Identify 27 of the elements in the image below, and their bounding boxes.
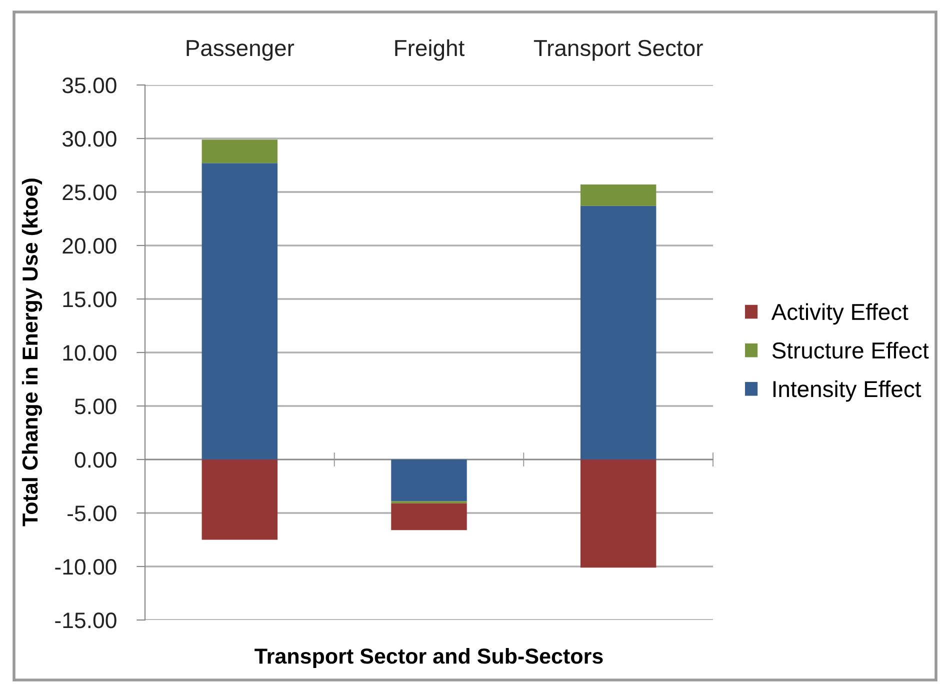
bar: [202, 163, 278, 460]
bar: [202, 140, 278, 164]
bar: [391, 460, 467, 502]
y-tick-label: 15.00: [63, 292, 116, 308]
legend-label: Activity Effect: [771, 303, 908, 325]
y-tick-label: -10.00: [55, 559, 116, 575]
y-tick-label: -5.00: [68, 506, 116, 522]
legend-label: Structure Effect: [772, 342, 929, 359]
x-tick-label: Passenger: [186, 40, 294, 61]
x-tick-label: Transport Sector: [534, 40, 703, 61]
bar: [580, 184, 656, 206]
legend-label: Intensity Effect: [773, 380, 922, 402]
x-axis-title: Transport Sector and Sub-Sectors: [254, 648, 603, 668]
y-tick-label: 0.00: [74, 452, 116, 468]
x-tick-label: Freight: [395, 39, 464, 61]
bar: [391, 503, 467, 530]
y-tick-label: 5.00: [74, 398, 116, 414]
y-tick-label: 20.00: [62, 238, 116, 254]
y-tick-label: 35.00: [62, 78, 116, 94]
y-tick-label: 30.00: [62, 131, 116, 147]
y-tick-label: -15.00: [55, 612, 116, 628]
bar: [580, 460, 656, 568]
bar: [202, 460, 278, 540]
y-tick-label: 10.00: [63, 345, 116, 361]
y-axis-title: Total Change in Energy Use (ktoe): [22, 178, 42, 526]
bar: [580, 206, 656, 460]
y-tick-label: 25.00: [62, 184, 116, 200]
